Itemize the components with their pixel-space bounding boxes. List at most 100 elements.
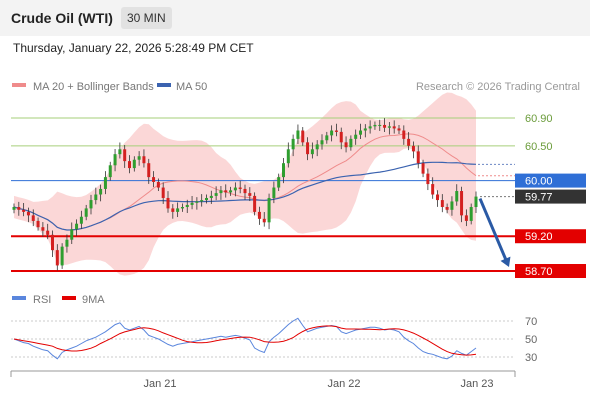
candle-body (349, 138, 353, 148)
candle-body (373, 124, 377, 127)
rsi-tick-label: 30 (525, 352, 537, 364)
candle-body (233, 187, 237, 191)
candle-body (132, 159, 136, 169)
candle-body (200, 200, 204, 202)
last-price-box (515, 189, 586, 204)
candle-body (262, 218, 266, 223)
support-label-box (515, 229, 586, 244)
candle-body (190, 202, 194, 205)
rsi-ma9-line (13, 325, 477, 356)
candle-body (291, 138, 295, 150)
rsi-ma9-legend-label: 9MA (82, 294, 105, 306)
candle-body (195, 201, 199, 203)
candle-body (253, 195, 257, 212)
candle-body (171, 208, 175, 212)
chart-header: Crude Oil (WTI) 30 MIN (0, 0, 590, 36)
ma20-legend-label: MA 20 + Bollinger Bands (33, 81, 154, 93)
candle-body (214, 193, 218, 196)
candle-body (31, 215, 35, 221)
candle-body (282, 163, 285, 178)
candle-body (344, 142, 348, 148)
rsi-legend-swatch (12, 296, 26, 300)
candle-body (445, 207, 449, 210)
candle-body (229, 190, 233, 193)
candle-body (416, 151, 420, 164)
support-label-box (515, 264, 586, 278)
candle-body (46, 230, 50, 235)
support-label: 59.20 (525, 231, 553, 243)
candle-body (185, 204, 189, 208)
candle-body (113, 154, 117, 166)
candle-body (22, 209, 26, 212)
candle-body (460, 191, 464, 216)
candle-body (94, 194, 98, 201)
rsi-tick-label: 50 (525, 334, 537, 346)
candle-body (310, 149, 314, 155)
candle-body (209, 195, 213, 198)
x-tick-label: Jan 21 (143, 378, 176, 390)
candle-body (128, 161, 131, 169)
candle-body (176, 208, 180, 212)
candle-body (387, 126, 391, 128)
timeframe-button[interactable]: 30 MIN (121, 7, 172, 29)
candle-body (257, 211, 261, 219)
candle-body (238, 187, 242, 189)
candle-body (147, 163, 151, 178)
candle-body (277, 177, 281, 188)
candle-body (368, 126, 372, 129)
candle-body (65, 239, 69, 247)
candle-body (330, 130, 334, 136)
ma50-legend-swatch (157, 83, 171, 87)
candle-body (315, 144, 319, 150)
candle-body (108, 165, 112, 178)
pivot-label: 60.00 (525, 176, 553, 188)
copyright-label: Research © 2026 Trading Central (416, 81, 580, 93)
instrument-title: Crude Oil (WTI) (11, 10, 113, 26)
ma20-legend-swatch (12, 83, 26, 87)
candle-body (75, 223, 79, 230)
candle-body (450, 201, 454, 210)
candle-body (118, 149, 122, 155)
last-price-label: 59.77 (525, 192, 553, 204)
candle-body (411, 145, 415, 152)
candle-body (354, 134, 358, 139)
candle-body (397, 128, 401, 131)
x-tick-label: Jan 22 (327, 378, 360, 390)
candle-body (55, 250, 59, 266)
ma50-legend-label: MA 50 (176, 81, 207, 93)
candle-body (99, 188, 103, 195)
candle-body (12, 207, 16, 210)
candle-body (152, 177, 156, 182)
candle-body (70, 229, 74, 240)
candle-body (286, 149, 290, 164)
bollinger-band (14, 92, 476, 276)
candle-body (224, 190, 228, 193)
candle-body (426, 173, 430, 185)
candle-body (248, 193, 252, 196)
resistance-label: 60.50 (525, 141, 553, 153)
datetime-label: Thursday, January 22, 2026 5:28:49 PM CE… (13, 41, 254, 55)
candle-body (320, 140, 324, 145)
rsi-line (13, 317, 477, 360)
rsi-tick-label: 70 (525, 316, 537, 328)
candle-body (166, 197, 170, 209)
x-tick-label: Jan 23 (460, 378, 493, 390)
candle-body (392, 126, 396, 129)
candle-body (17, 207, 21, 210)
candle-body (378, 124, 382, 126)
candle-body (296, 130, 300, 139)
candle-body (421, 163, 425, 174)
candle-body (334, 130, 338, 132)
support-label: 58.70 (525, 266, 553, 278)
candle-body (205, 197, 208, 201)
candle-body (407, 138, 411, 146)
candle-body (469, 207, 473, 221)
candle-body (455, 191, 459, 202)
candle-body (84, 208, 88, 217)
candle-body (383, 124, 387, 128)
candle-body (51, 234, 54, 251)
candle-body (363, 128, 367, 131)
candle-body (161, 187, 165, 198)
rsi-ma9-legend-swatch (62, 296, 76, 300)
pivot-label-box (515, 173, 586, 188)
